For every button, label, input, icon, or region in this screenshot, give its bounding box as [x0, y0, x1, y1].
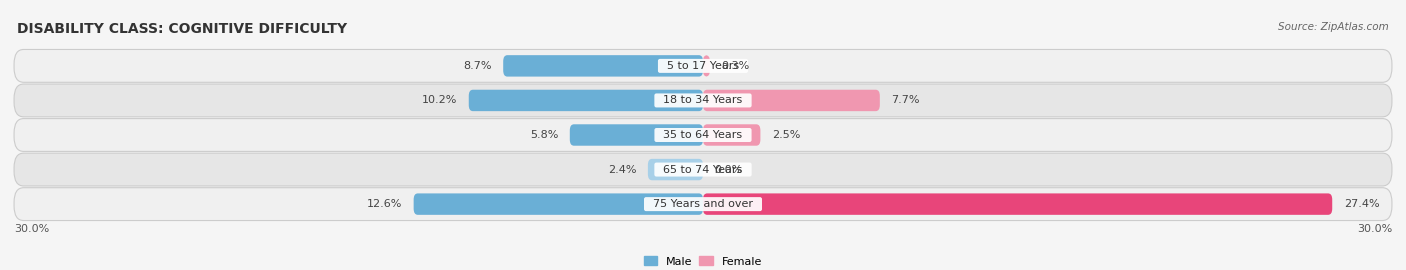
- FancyBboxPatch shape: [648, 159, 703, 180]
- Text: 18 to 34 Years: 18 to 34 Years: [657, 95, 749, 106]
- Text: 27.4%: 27.4%: [1344, 199, 1379, 209]
- Text: 8.7%: 8.7%: [463, 61, 492, 71]
- Text: 75 Years and over: 75 Years and over: [645, 199, 761, 209]
- Text: 35 to 64 Years: 35 to 64 Years: [657, 130, 749, 140]
- FancyBboxPatch shape: [703, 90, 880, 111]
- Text: 12.6%: 12.6%: [367, 199, 402, 209]
- Text: 2.4%: 2.4%: [607, 164, 637, 175]
- FancyBboxPatch shape: [569, 124, 703, 146]
- Text: 10.2%: 10.2%: [422, 95, 457, 106]
- FancyBboxPatch shape: [14, 188, 1392, 221]
- Legend: Male, Female: Male, Female: [640, 252, 766, 270]
- Text: 0.3%: 0.3%: [721, 61, 749, 71]
- FancyBboxPatch shape: [14, 49, 1392, 82]
- Text: 5 to 17 Years: 5 to 17 Years: [659, 61, 747, 71]
- FancyBboxPatch shape: [703, 124, 761, 146]
- FancyBboxPatch shape: [703, 55, 710, 77]
- FancyBboxPatch shape: [413, 193, 703, 215]
- Text: 7.7%: 7.7%: [891, 95, 920, 106]
- Text: 0.0%: 0.0%: [714, 164, 742, 175]
- Text: 30.0%: 30.0%: [14, 224, 49, 234]
- FancyBboxPatch shape: [14, 119, 1392, 151]
- Text: 2.5%: 2.5%: [772, 130, 800, 140]
- FancyBboxPatch shape: [14, 153, 1392, 186]
- Text: 5.8%: 5.8%: [530, 130, 558, 140]
- FancyBboxPatch shape: [503, 55, 703, 77]
- FancyBboxPatch shape: [703, 193, 1333, 215]
- FancyBboxPatch shape: [468, 90, 703, 111]
- Text: Source: ZipAtlas.com: Source: ZipAtlas.com: [1278, 22, 1389, 32]
- FancyBboxPatch shape: [14, 84, 1392, 117]
- Text: 65 to 74 Years: 65 to 74 Years: [657, 164, 749, 175]
- Text: 30.0%: 30.0%: [1357, 224, 1392, 234]
- Text: DISABILITY CLASS: COGNITIVE DIFFICULTY: DISABILITY CLASS: COGNITIVE DIFFICULTY: [17, 22, 347, 36]
